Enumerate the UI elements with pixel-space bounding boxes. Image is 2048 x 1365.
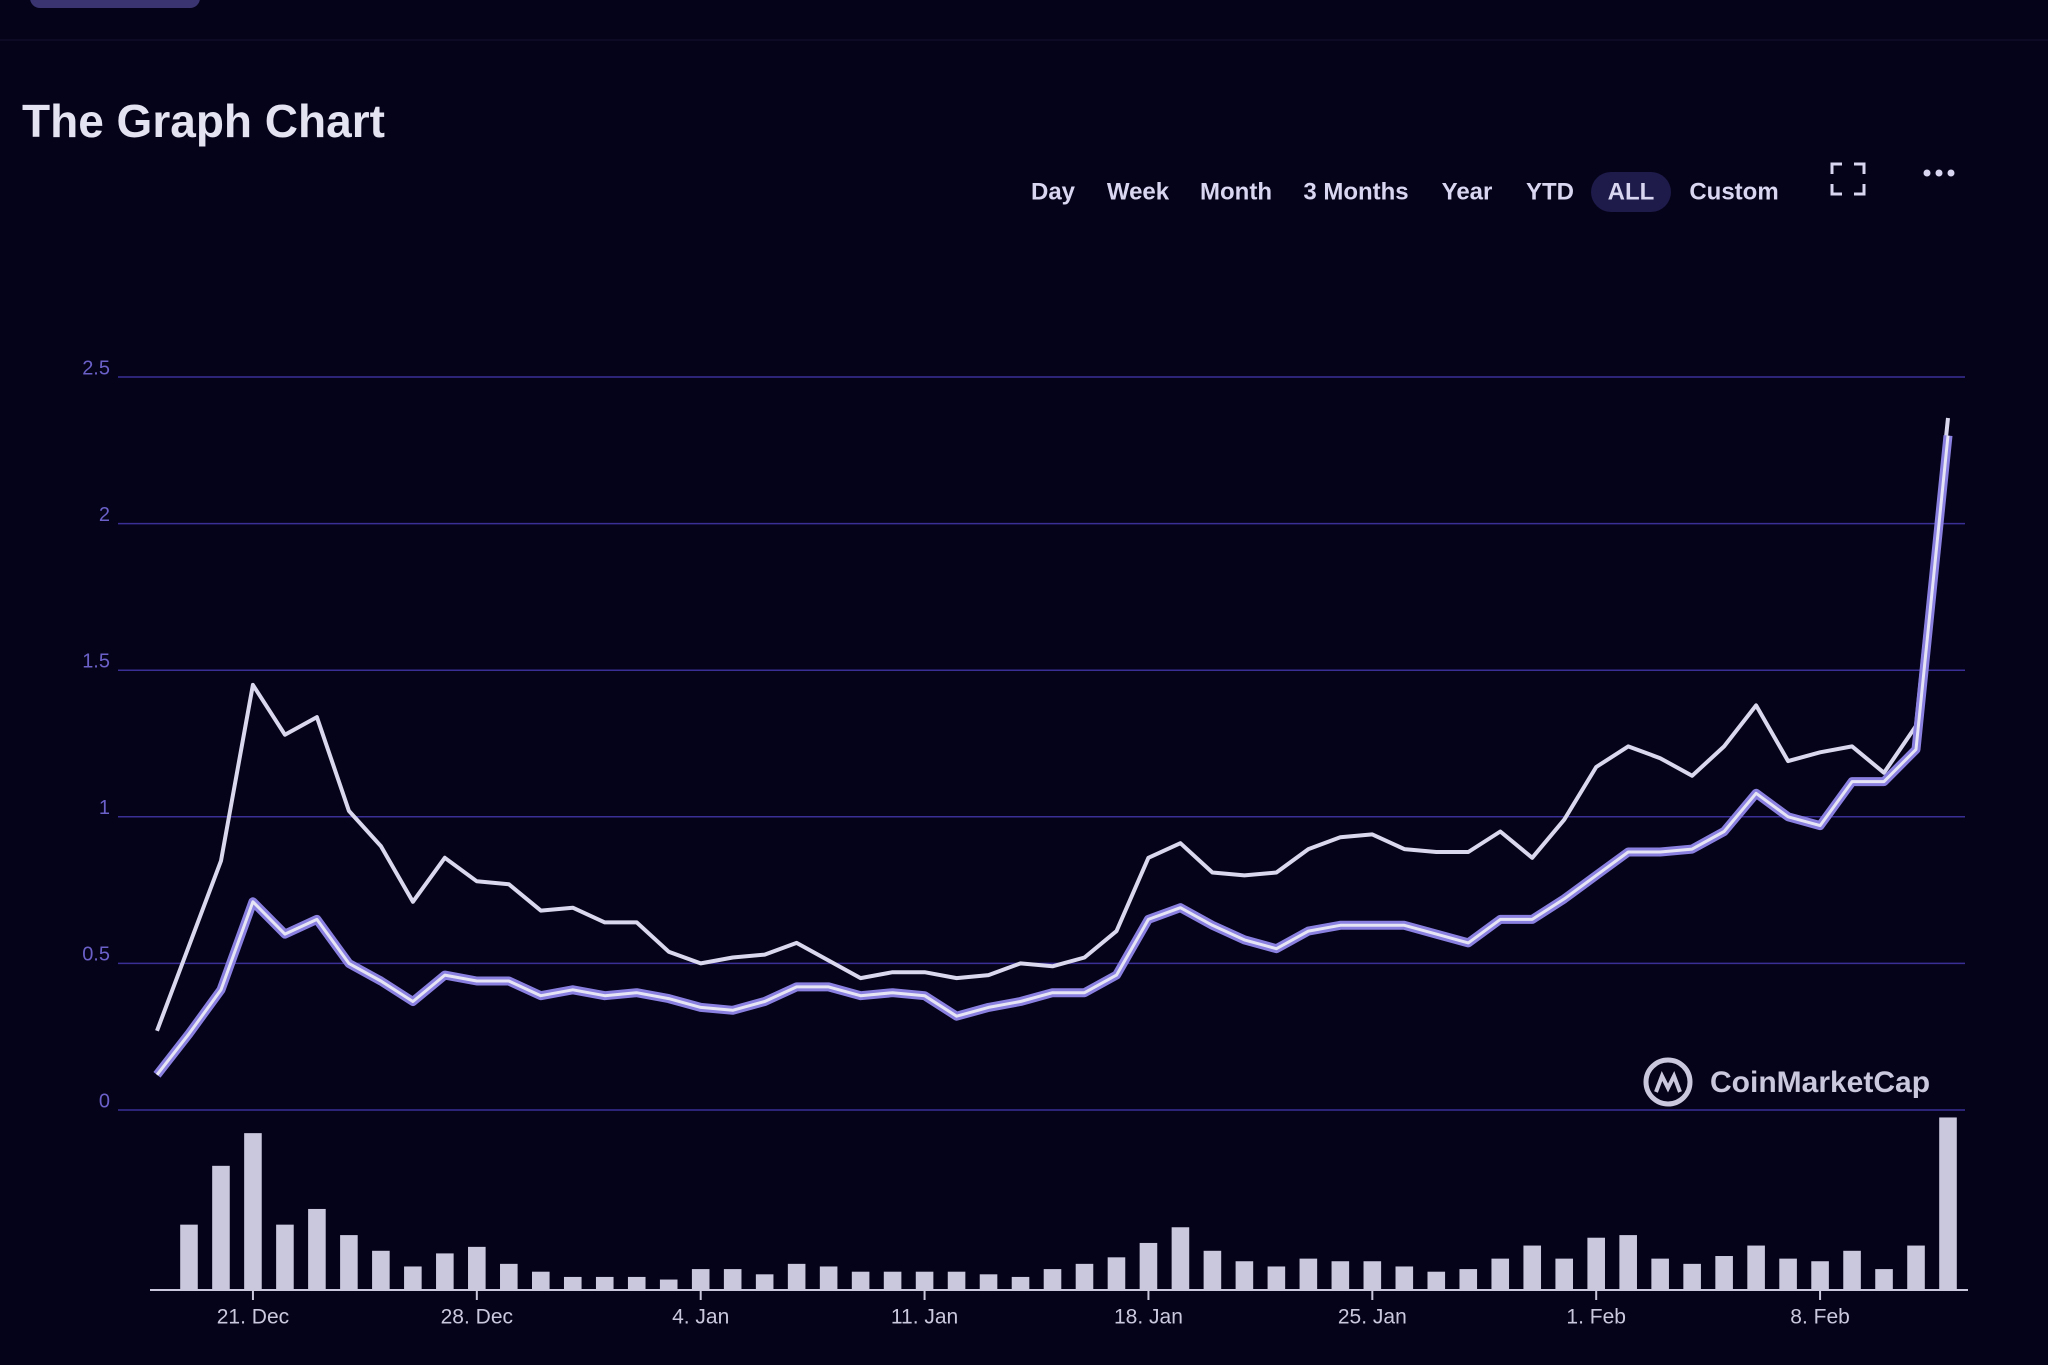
volume-bar	[180, 1224, 198, 1290]
dot	[1935, 169, 1943, 177]
x-tick-label: 1. Feb	[1566, 1306, 1626, 1329]
range-button[interactable]: 3 Months	[1303, 178, 1408, 205]
volume-bar	[1107, 1257, 1126, 1290]
dot	[1923, 169, 1931, 177]
volume-bar	[627, 1276, 646, 1290]
volume-bar	[595, 1276, 614, 1290]
volume-bar	[340, 1235, 358, 1290]
volume-bar	[1651, 1258, 1669, 1290]
active-button-bg	[1591, 172, 1671, 212]
watermark-logo-mark	[1654, 1071, 1682, 1093]
volume-bar	[1011, 1276, 1030, 1290]
range-button[interactable]: ALL	[1608, 178, 1655, 205]
y-tick-label: 1	[99, 797, 110, 819]
volume-bar	[1587, 1237, 1605, 1290]
volume-bar	[1683, 1263, 1701, 1290]
volume-bar	[1235, 1261, 1254, 1290]
volume-bar	[468, 1246, 486, 1290]
dot	[1947, 169, 1955, 177]
volume-bar	[436, 1253, 454, 1290]
volume-bar	[1843, 1250, 1861, 1290]
volume-bar	[1203, 1250, 1222, 1290]
volume-bar	[691, 1269, 710, 1290]
x-tick-label: 25. Jan	[1338, 1306, 1407, 1329]
volume-bar	[1267, 1266, 1286, 1290]
volume-bar	[244, 1133, 262, 1290]
range-button[interactable]: Month	[1200, 178, 1272, 205]
volume-bar	[755, 1274, 774, 1290]
volume-bar	[979, 1274, 998, 1290]
volume-bar	[563, 1276, 582, 1290]
volume-bar	[1075, 1263, 1094, 1290]
volume-bar	[404, 1266, 422, 1290]
volume-bar	[947, 1271, 966, 1290]
fullscreen-icon[interactable]	[1830, 162, 1866, 196]
volume-bar	[1747, 1245, 1765, 1290]
range-button[interactable]: Custom	[1689, 178, 1778, 205]
volume-bar	[787, 1263, 806, 1290]
volume-bar	[915, 1271, 934, 1290]
x-tick-label: 8. Feb	[1790, 1306, 1850, 1329]
x-tick-label: 18. Jan	[1114, 1306, 1183, 1329]
chart-title: The Graph Chart	[22, 95, 385, 147]
volume-bar	[1715, 1256, 1733, 1290]
volume-bar	[1555, 1258, 1574, 1290]
volume-bar	[1875, 1269, 1893, 1290]
volume-bar	[1139, 1242, 1158, 1290]
y-tick-label: 1.5	[82, 650, 110, 672]
y-tick-label: 0	[99, 1090, 110, 1112]
watermark-text: CoinMarketCap	[1710, 1066, 1930, 1099]
volume-bar	[1043, 1269, 1062, 1290]
volume-bar	[723, 1269, 742, 1290]
x-tick-label: 4. Jan	[672, 1306, 729, 1329]
volume-bar	[659, 1279, 678, 1290]
volume-bar	[1299, 1258, 1318, 1290]
x-tick-label: 21. Dec	[217, 1306, 289, 1329]
volume-bar	[212, 1165, 230, 1290]
x-tick-label: 28. Dec	[441, 1306, 513, 1329]
range-button[interactable]: YTD	[1526, 178, 1574, 205]
volume-bar	[1779, 1258, 1797, 1290]
volume-bar	[500, 1263, 518, 1290]
line	[155, 417, 1950, 1032]
volume-bar	[1331, 1261, 1350, 1290]
range-button[interactable]: Year	[1442, 178, 1493, 205]
volume-bar	[276, 1224, 294, 1290]
volume-bar	[531, 1271, 550, 1290]
volume-bar	[1619, 1235, 1637, 1290]
watermark-logo	[1643, 1057, 1693, 1107]
volume-bar	[1939, 1117, 1957, 1290]
volume-bar	[851, 1271, 870, 1290]
volume-bar	[883, 1271, 902, 1290]
fullscreen-path	[1830, 162, 1866, 196]
volume-bar	[1427, 1271, 1446, 1290]
line	[155, 435, 1950, 1076]
range-button[interactable]: Day	[1031, 178, 1076, 205]
y-tick-label: 2.5	[82, 357, 110, 379]
volume-bar	[308, 1208, 326, 1290]
volume-bar	[1491, 1258, 1510, 1290]
y-tick-label: 2	[99, 504, 110, 526]
more-icon[interactable]	[1923, 169, 1955, 177]
top-tab	[30, 0, 200, 8]
x-tick-label: 11. Jan	[891, 1306, 958, 1329]
volume-bar	[1523, 1245, 1542, 1290]
volume-bar	[372, 1250, 390, 1290]
volume-bar	[1363, 1261, 1382, 1290]
volume-bar	[1811, 1261, 1829, 1290]
volume-bar	[1907, 1245, 1925, 1290]
volume-bar	[1171, 1227, 1190, 1290]
toolbar: Day Week Month 3 Months Year YTD ALL Custom	[1031, 172, 1779, 212]
range-button[interactable]: Week	[1107, 178, 1170, 205]
y-tick-label: 0.5	[82, 944, 110, 966]
volume-bar	[1459, 1269, 1478, 1290]
watermark: CoinMarketCap	[1643, 1057, 1930, 1107]
volume-bar	[819, 1266, 838, 1290]
volume-bar	[1395, 1266, 1414, 1290]
